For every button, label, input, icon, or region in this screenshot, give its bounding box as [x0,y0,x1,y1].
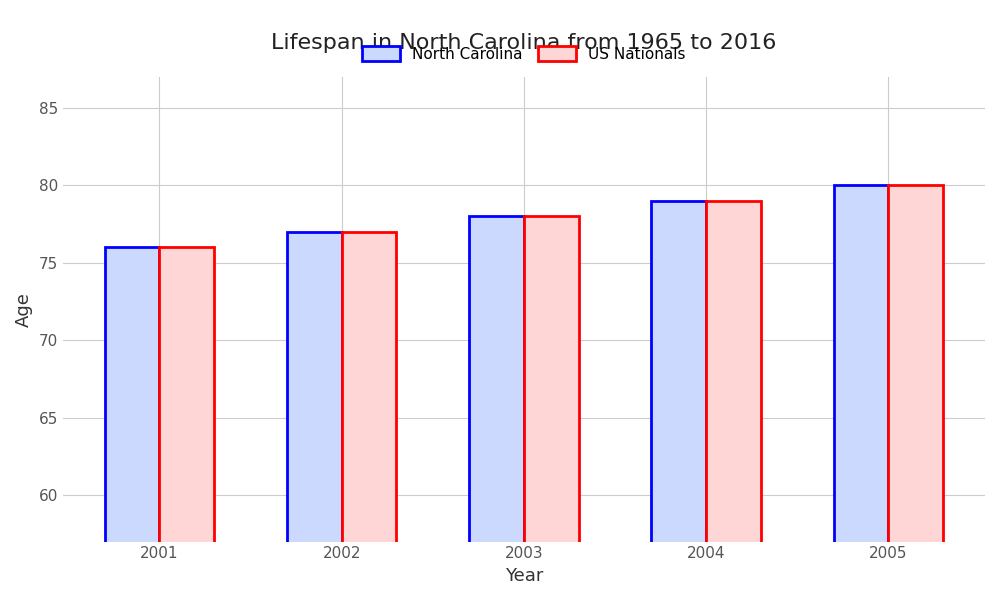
Bar [706,201,761,600]
Bar [342,232,396,600]
X-axis label: Year: Year [505,567,543,585]
Title: Lifespan in North Carolina from 1965 to 2016: Lifespan in North Carolina from 1965 to … [271,33,777,53]
Bar [524,216,579,600]
Legend: North Carolina, US Nationals: North Carolina, US Nationals [354,38,694,69]
Bar [287,232,342,600]
Bar [651,201,706,600]
Bar [105,247,159,600]
Bar [834,185,888,600]
Bar [888,185,943,600]
Y-axis label: Age: Age [15,292,33,326]
Bar [469,216,524,600]
Bar [159,247,214,600]
